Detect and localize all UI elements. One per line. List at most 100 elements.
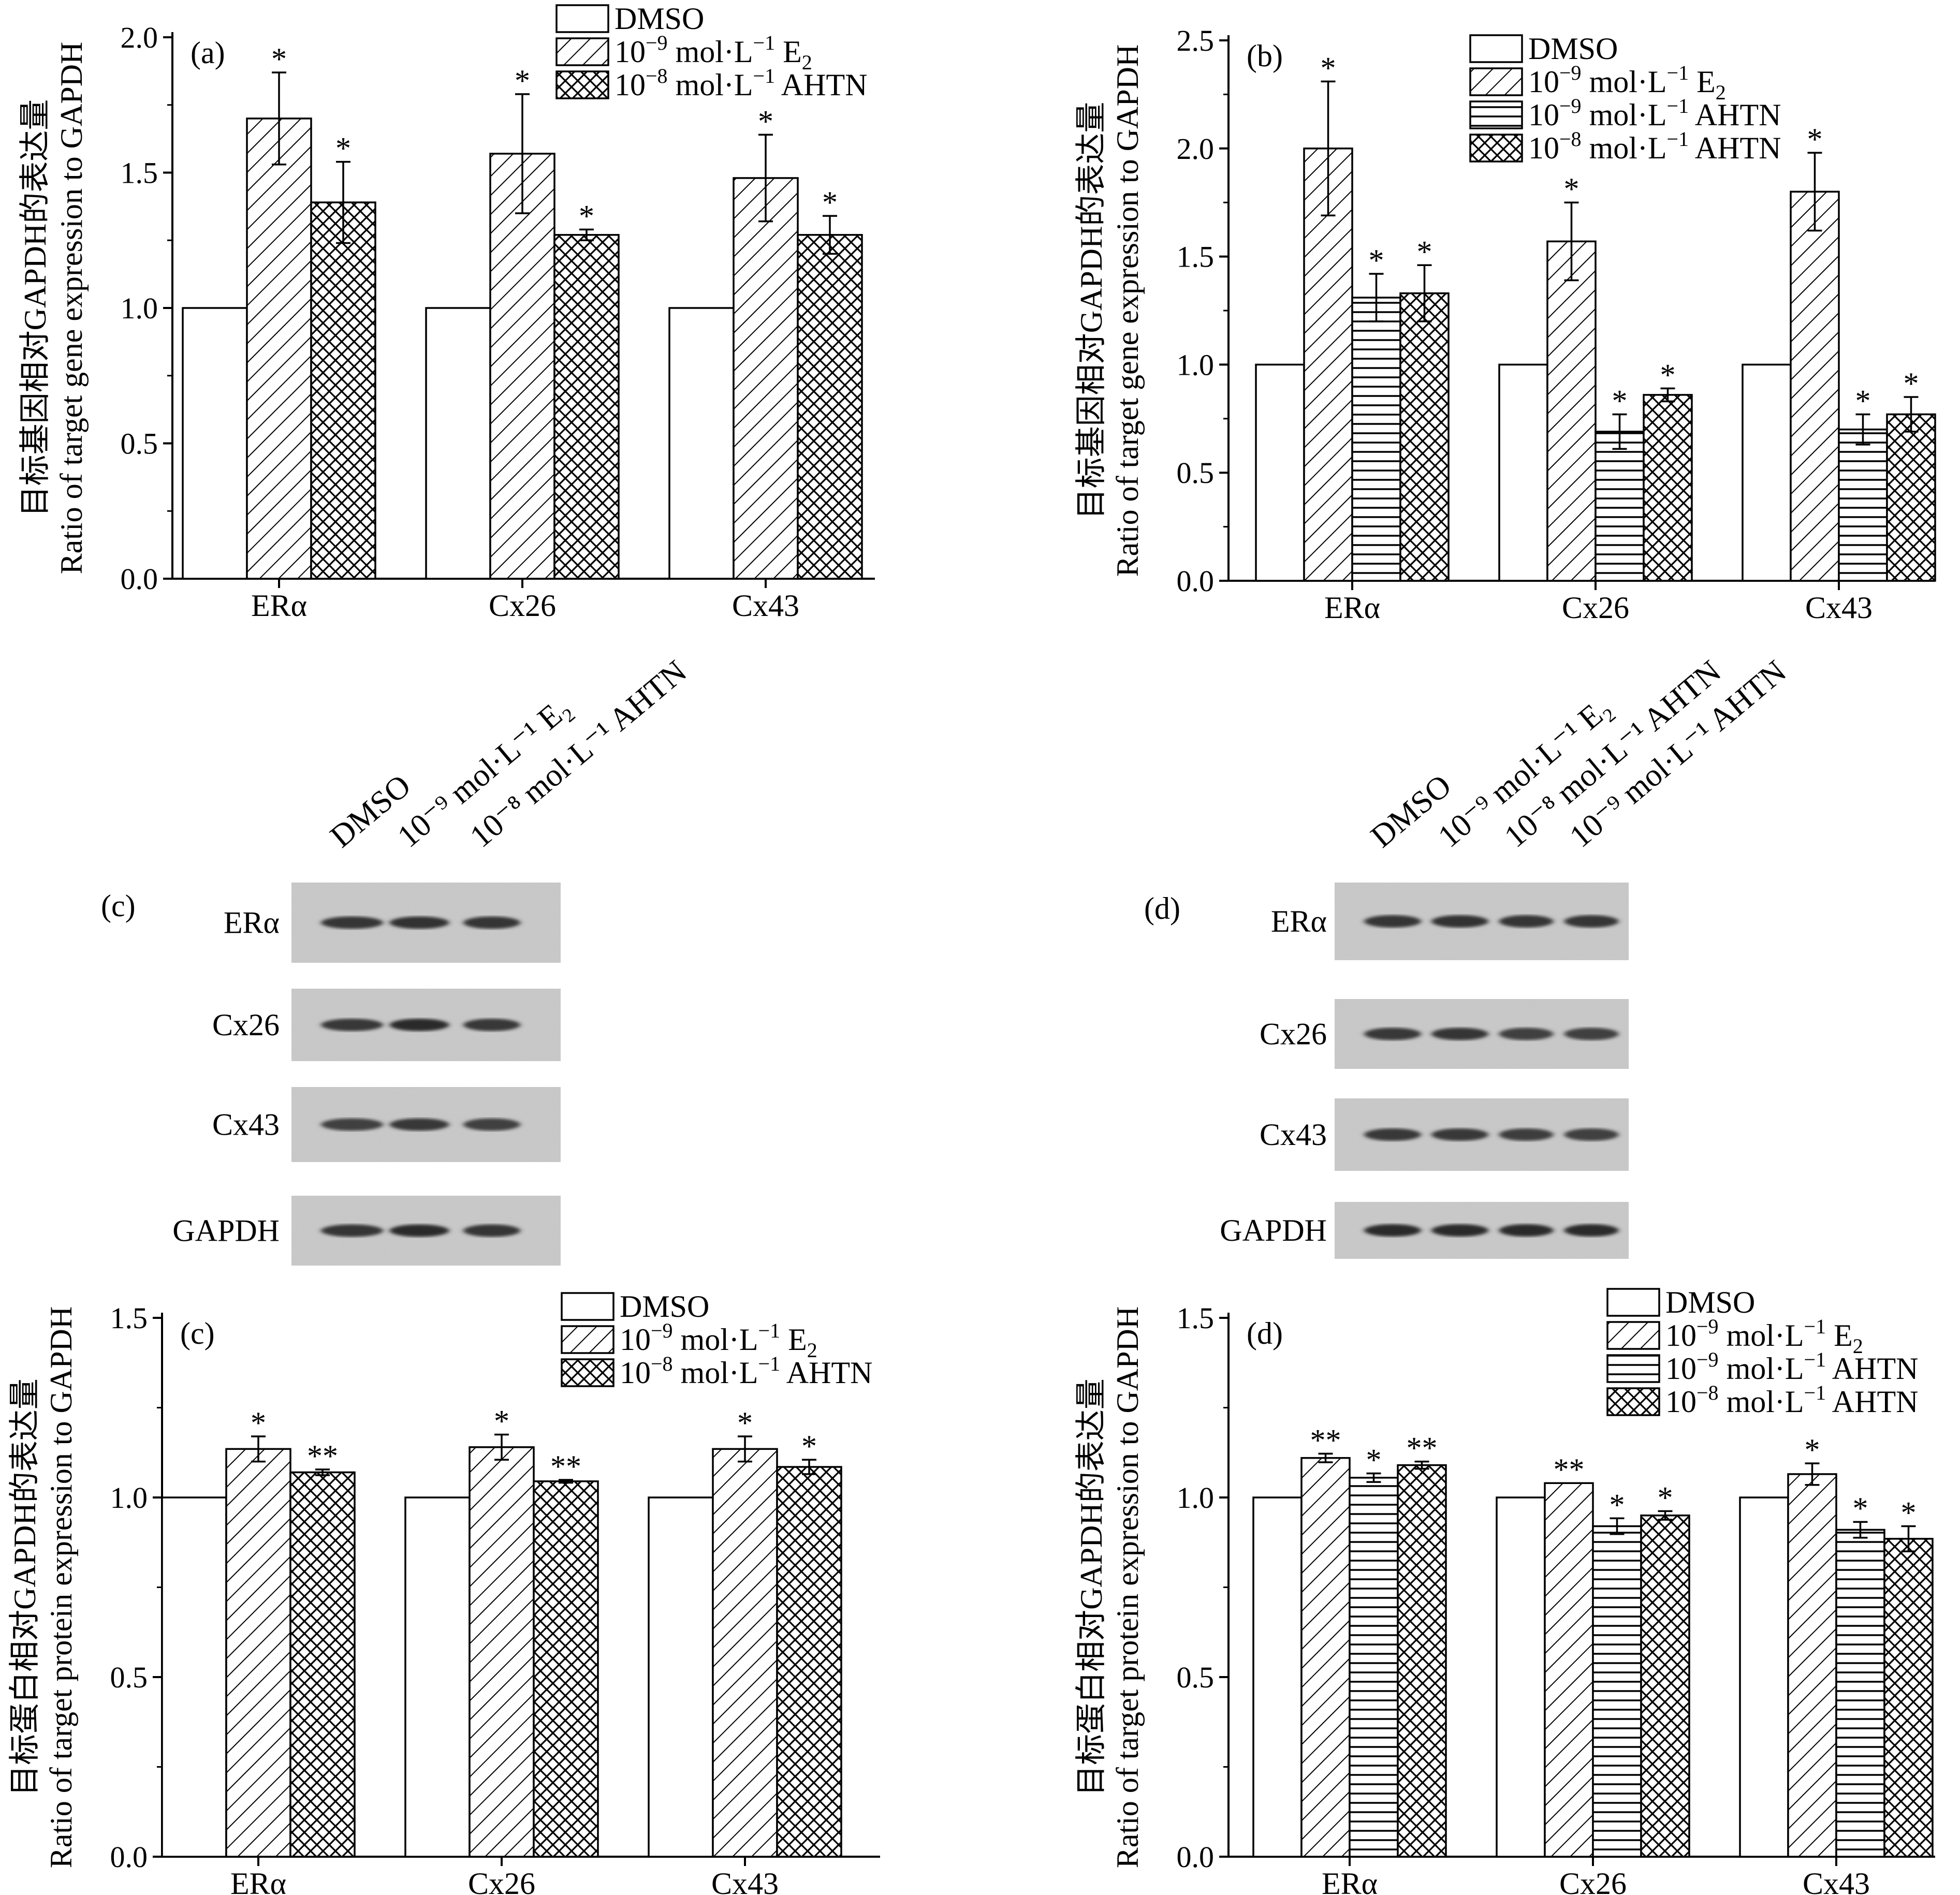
legend-swatch-e2 (561, 1325, 615, 1354)
y-tick-label: 1.0 (121, 291, 158, 325)
blot-band (1364, 1027, 1421, 1040)
significance-marker: * (801, 1429, 817, 1463)
y-axis-label-en: Ratio of target gene expression to GAPDH (1110, 45, 1145, 577)
y-tick-label: 1.5 (1177, 1301, 1215, 1335)
legend-label: 10−9 mol·L−1 E2 (1665, 1315, 1863, 1358)
y-tick-label: 1.0 (110, 1481, 148, 1515)
bar-dmso (1496, 1496, 1546, 1858)
significance-marker: * (1321, 51, 1336, 85)
x-tick-label: Cx43 (1803, 1867, 1870, 1895)
blot-band (1564, 915, 1619, 928)
legend-swatch-ahtn8 (561, 1358, 615, 1387)
significance-marker: ** (1407, 1431, 1438, 1465)
blot-row-label: Cx43 (212, 1108, 280, 1142)
legend-swatch-dmso (1469, 34, 1523, 63)
blot-row-label: ERα (1271, 904, 1327, 938)
significance-marker: * (1369, 243, 1384, 277)
bar-dmso (648, 1496, 714, 1858)
blot-row-label: GAPDH (1220, 1213, 1327, 1247)
x-tick-label: Cx26 (489, 589, 556, 623)
blot-band (463, 1224, 520, 1237)
blot-band (389, 1118, 449, 1131)
legend-swatch-e2 (1469, 67, 1523, 96)
legend-label: 10−9 mol·L−1 AHTN (1665, 1348, 1918, 1386)
blot-band (1499, 1224, 1554, 1237)
significance-marker: * (1658, 1480, 1673, 1515)
x-tick-label: Cx26 (1562, 591, 1629, 625)
y-axis-label-en: Ratio of target gene expression to GAPDH (54, 42, 89, 575)
y-tick-label: 0.0 (1177, 1840, 1215, 1874)
significance-marker: * (1805, 1433, 1820, 1467)
panel-label: (b) (1247, 39, 1283, 73)
panel-label: (d) (1144, 891, 1180, 926)
chart-panel-1: 0.0 0.5 1.0 1.5 2.0 2.5 目标基因相对GAPDH的表达量 Ratio o… (1074, 24, 1936, 625)
blot-band (463, 916, 520, 929)
legend-label: DMSO (620, 1289, 709, 1324)
significance-marker: ** (1310, 1423, 1341, 1457)
blot-band (1499, 915, 1554, 928)
blot-band (389, 1019, 449, 1031)
significance-marker: * (1904, 366, 1919, 401)
panel-label: (c) (180, 1316, 215, 1350)
bar-e2 (1790, 190, 1840, 582)
significance-marker: * (579, 199, 594, 233)
legend-swatch-ahtn8 (1606, 1387, 1660, 1416)
bar-e2 (1546, 240, 1597, 582)
legend-label: 10−9 mol·L−1 AHTN (1528, 94, 1781, 132)
bar-e2 (1787, 1473, 1837, 1858)
blot-band (1564, 1128, 1619, 1141)
significance-marker: * (335, 131, 351, 166)
panel-label: (d) (1247, 1316, 1283, 1350)
blot-row-label: ERα (224, 906, 280, 940)
blot-row-label: GAPDH (172, 1214, 280, 1248)
blot-band (389, 1224, 449, 1237)
legend-swatch-ahtn9 (1469, 100, 1523, 129)
bar-e2 (1300, 1457, 1351, 1858)
blot-band (1364, 915, 1421, 928)
significance-marker: * (1853, 1491, 1868, 1525)
bar-ahtn8 (776, 1466, 842, 1858)
x-tick-label: Cx43 (1805, 591, 1873, 625)
panel-label: (c) (101, 889, 136, 923)
bar-ahtn8 (1399, 292, 1450, 582)
x-tick-label: Cx43 (711, 1867, 779, 1895)
bar-e2 (733, 177, 799, 580)
y-tick-label: 0.5 (1177, 456, 1215, 490)
blot-band (321, 1019, 383, 1031)
significance-marker: * (1366, 1443, 1382, 1477)
y-tick-label: 0.0 (121, 562, 158, 596)
significance-marker: * (822, 185, 838, 219)
blot-band (321, 916, 383, 929)
blot-band (321, 1118, 383, 1131)
bar-ahtn9 (1592, 1525, 1642, 1858)
legend-label: 10−8 mol·L−1 AHTN (620, 1352, 872, 1390)
bar-dmso (404, 1496, 471, 1858)
legend-label: 10−9 mol·L−1 E2 (1528, 61, 1726, 104)
bar-ahtn8 (310, 201, 376, 580)
y-tick-label: 0.5 (121, 427, 158, 461)
x-tick-label: ERα (251, 589, 307, 623)
legend-swatch-e2 (555, 37, 609, 66)
x-tick-label: ERα (1324, 591, 1380, 625)
y-tick-label: 1.5 (1177, 240, 1215, 274)
legend-label: 10−8 mol·L−1 AHTN (615, 64, 867, 102)
chart-panel-3: 0.0 0.5 1.0 1.5 目标蛋白相对GAPDH的表达量 Ratio of targ… (1074, 1285, 1935, 1895)
y-axis-label-cn: 目标蛋白相对GAPDH的表达量 (8, 1378, 42, 1796)
legend-label: 10−9 mol·L−1 E2 (615, 31, 812, 74)
legend-swatch-ahtn8 (555, 70, 609, 99)
bar-ahtn9 (1595, 431, 1645, 582)
bar-dmso (1252, 1496, 1303, 1858)
blot-band (1431, 915, 1488, 928)
bar-dmso (1742, 363, 1792, 582)
bar-dmso (1255, 363, 1305, 582)
bar-e2 (712, 1448, 778, 1858)
y-tick-label: 0.0 (110, 1840, 148, 1874)
significance-marker: * (1901, 1496, 1917, 1530)
bar-e2 (246, 117, 312, 580)
